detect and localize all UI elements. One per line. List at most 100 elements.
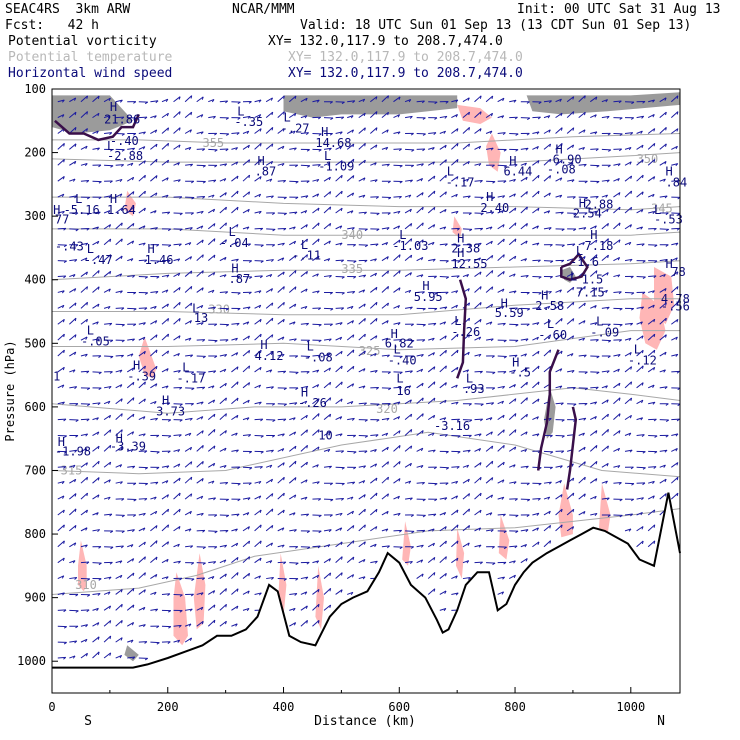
wind-arrow-1268 (497, 210, 504, 214)
wind-arrow-564 (242, 101, 252, 104)
wind-arrow-1435 (555, 465, 563, 469)
extremum-label-109: -3.39 (110, 439, 146, 453)
wind-arrow-132 (92, 477, 100, 484)
wind-arrow-1425 (555, 303, 563, 309)
extremum-label-51: 1.46 (145, 253, 174, 267)
wind-arrow-1601 (625, 498, 635, 502)
wind-arrow-1235 (486, 164, 495, 168)
wind-arrow-1066 (416, 498, 426, 502)
extremum-label-84: -.08 (304, 350, 333, 364)
pv-contour-2 (456, 279, 468, 379)
wind-arrow-1655 (648, 450, 658, 454)
wind-arrow-1370 (532, 350, 540, 357)
wind-arrow-1168 (451, 592, 459, 596)
wind-arrow-672 (277, 271, 285, 277)
wind-arrow-1147 (451, 260, 461, 263)
wind-arrow-731 (300, 180, 310, 184)
wind-arrow-1455 (566, 335, 575, 341)
wind-arrow-934 (370, 286, 378, 293)
wind-arrow-159 (104, 339, 114, 343)
wind-arrow-921 (358, 576, 366, 580)
wind-arrow-419 (184, 510, 192, 516)
wind-arrow-494 (207, 604, 216, 611)
wind-arrow-1218 (474, 370, 483, 374)
wind-arrow-1541 (601, 399, 609, 405)
wind-arrow-69 (69, 625, 79, 629)
wind-arrow-743 (300, 371, 310, 374)
wind-arrow-1416 (555, 159, 563, 166)
wind-arrow-1051 (416, 256, 424, 262)
wind-arrow-114 (92, 196, 102, 200)
extremum-label-86: 6.82 (385, 336, 414, 350)
wind-arrow-839 (335, 291, 345, 295)
wind-arrow-770 (312, 255, 320, 262)
wind-arrow-674 (277, 301, 285, 309)
wind-arrow-1550 (613, 117, 623, 120)
wind-arrow-751 (300, 496, 308, 500)
wind-arrow-1293 (509, 99, 517, 103)
theta-label-335: 335 (341, 262, 363, 276)
wind-arrow-10 (57, 260, 67, 263)
wind-arrow-378 (173, 419, 183, 422)
wind-arrow-134 (92, 512, 99, 516)
wind-arrow-644 (265, 317, 274, 325)
wind-arrow-441 (196, 304, 204, 309)
wind-arrow-1341 (520, 367, 528, 373)
wind-arrow-1126 (439, 450, 449, 454)
wind-arrow-1035 (404, 480, 412, 484)
wind-arrow-527 (219, 588, 227, 595)
wind-arrow-1301 (508, 222, 517, 230)
wind-arrow-830 (335, 146, 343, 150)
wind-arrow-1056 (416, 339, 426, 342)
wind-arrow-863 (346, 158, 355, 166)
wind-arrow-1013 (405, 132, 414, 136)
wind-arrow-1556 (613, 206, 621, 214)
wind-arrow-523 (219, 529, 229, 533)
extremum-label-57: 78 (671, 265, 685, 279)
wind-arrow-1481 (578, 302, 586, 309)
wind-arrow-283 (138, 589, 146, 595)
wind-arrow-628 (254, 592, 262, 596)
wind-arrow-133 (92, 494, 100, 500)
wind-arrow-1616 (636, 291, 646, 295)
wind-arrow-1369 (532, 336, 539, 341)
wind-arrow-745 (300, 400, 308, 405)
wind-arrow-138 (92, 578, 102, 581)
wind-arrow-1143 (451, 193, 458, 198)
wind-arrow-1704 (671, 336, 678, 341)
wind-arrow-504 (219, 222, 227, 230)
wind-arrow-653 (265, 464, 273, 468)
wind-arrow-1441 (566, 111, 575, 118)
wind-arrow-793 (312, 620, 320, 627)
extremum-label-77: L (596, 315, 603, 329)
wind-arrow-240 (127, 482, 137, 486)
wind-arrow-169 (103, 496, 111, 500)
wind-arrow-1057 (416, 354, 424, 358)
wind-arrow-942 (370, 419, 380, 422)
wind-arrow-102 (80, 578, 91, 581)
wind-arrow-260 (138, 225, 146, 230)
wind-arrow-1412 (555, 98, 562, 103)
wind-arrow-654 (265, 478, 274, 484)
wind-arrow-1675 (659, 302, 667, 309)
wind-arrow-871 (347, 290, 356, 294)
wind-arrow-858 (335, 589, 343, 595)
wind-arrow-1573 (613, 482, 622, 485)
wind-arrow-1042 (416, 117, 426, 120)
wind-arrow-59 (69, 464, 76, 468)
wind-arrow-815 (323, 431, 331, 436)
extremum-label-81: H (260, 338, 267, 352)
wind-arrow-1242 (485, 270, 494, 277)
wind-arrow-1318 (509, 498, 518, 501)
wind-arrow-1155 (451, 384, 458, 389)
wind-arrow-536 (231, 190, 239, 198)
wind-arrow-1285 (497, 479, 505, 484)
wind-arrow-557 (231, 528, 238, 532)
wind-arrow-1328 (520, 162, 527, 166)
wind-arrow-372 (173, 318, 181, 325)
wind-arrow-1390 (543, 210, 551, 214)
extremum-label-23: .84 (666, 175, 688, 189)
wind-arrow-1518 (589, 461, 598, 468)
wind-arrow-549 (231, 397, 239, 405)
wind-arrow-1458 (567, 387, 576, 390)
